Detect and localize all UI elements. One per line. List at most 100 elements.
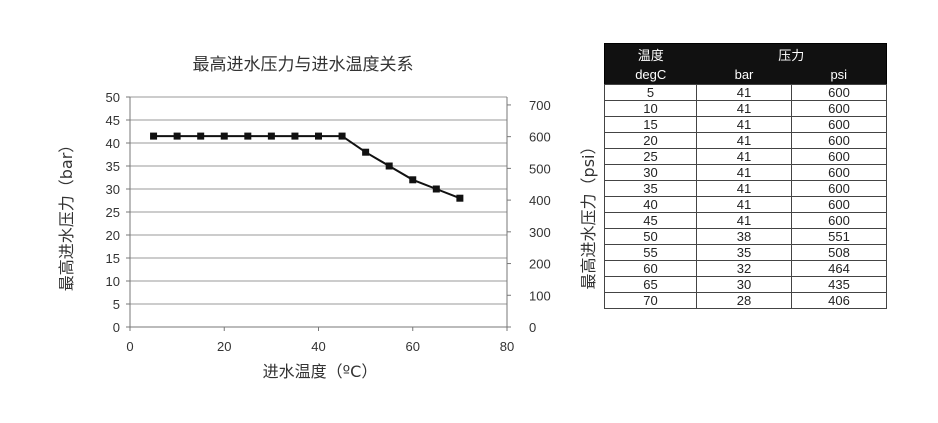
table-group-header-temperature: 温度 bbox=[604, 43, 697, 64]
table-cell-psi: 600 bbox=[790, 212, 888, 229]
table-row: 20 41 600 bbox=[604, 132, 888, 149]
table-cell-psi: 600 bbox=[790, 116, 888, 133]
data-point bbox=[244, 132, 252, 140]
y2-tick-label: 0 bbox=[529, 320, 536, 335]
table-cell-bar: 30 bbox=[696, 276, 792, 293]
table-group-header-pressure: 压力 bbox=[696, 43, 887, 64]
y2-tick-label: 200 bbox=[529, 257, 551, 272]
table-row: 55 35 508 bbox=[604, 244, 888, 261]
table-cell-bar: 38 bbox=[696, 228, 792, 245]
y-tick-label: 5 bbox=[113, 297, 120, 312]
table-cell-degc: 10 bbox=[604, 100, 697, 117]
data-point bbox=[197, 132, 205, 140]
y2-tick-label: 100 bbox=[529, 288, 551, 303]
table-row: 70 28 406 bbox=[604, 292, 888, 309]
x-axis-tick-labels: 0 20 40 60 80 bbox=[126, 339, 514, 354]
y-tick-label: 15 bbox=[106, 251, 120, 266]
y-tick-label: 35 bbox=[106, 159, 120, 174]
table-cell-psi: 406 bbox=[790, 292, 888, 309]
table-cell-degc: 15 bbox=[604, 116, 697, 133]
table-cell-bar: 41 bbox=[696, 196, 792, 213]
table-column-header-bar: bar bbox=[696, 64, 792, 85]
data-point bbox=[432, 185, 440, 193]
table-group-header-row: 温度 压力 bbox=[604, 43, 887, 64]
table-column-header-psi: psi bbox=[791, 64, 887, 85]
y2-tick-label: 300 bbox=[529, 225, 551, 240]
y-axis-label: 最高进水压力（bar） bbox=[57, 137, 76, 292]
chart-title: 最高进水压力与进水温度关系 bbox=[193, 55, 414, 75]
table-cell-degc: 70 bbox=[604, 292, 697, 309]
series-group bbox=[150, 132, 464, 202]
y2-tick-label: 400 bbox=[529, 193, 551, 208]
data-point bbox=[267, 132, 275, 140]
table-cell-bar: 41 bbox=[696, 100, 792, 117]
y-tick-label: 0 bbox=[113, 320, 120, 335]
y2-axis-label: 最高进水压力（psi） bbox=[579, 139, 598, 290]
y-tick-label: 25 bbox=[106, 205, 120, 220]
data-point bbox=[338, 132, 346, 140]
x-tick-label: 40 bbox=[311, 339, 325, 354]
table-cell-bar: 32 bbox=[696, 260, 792, 277]
table-cell-psi: 508 bbox=[790, 244, 888, 261]
data-point bbox=[385, 162, 393, 170]
table-cell-psi: 600 bbox=[790, 100, 888, 117]
pressure-data-table: 温度 压力 degC bar psi 5 41 600 10 41 600 15 41 600 2… bbox=[604, 43, 888, 309]
table-cell-degc: 35 bbox=[604, 180, 697, 197]
table-row: 60 32 464 bbox=[604, 260, 888, 277]
table-row: 30 41 600 bbox=[604, 164, 888, 181]
table-cell-bar: 35 bbox=[696, 244, 792, 261]
table-cell-degc: 60 bbox=[604, 260, 697, 277]
table-cell-degc: 20 bbox=[604, 132, 697, 149]
table-cell-degc: 25 bbox=[604, 148, 697, 165]
table-row: 5 41 600 bbox=[604, 84, 888, 101]
data-point bbox=[362, 148, 370, 156]
y-tick-label: 20 bbox=[106, 228, 120, 243]
y2-tick-label: 600 bbox=[529, 130, 551, 145]
table-cell-degc: 5 bbox=[604, 84, 697, 101]
data-point bbox=[315, 132, 322, 140]
y-tick-label: 50 bbox=[106, 90, 120, 105]
table-cell-psi: 600 bbox=[790, 180, 888, 197]
table-row: 40 41 600 bbox=[604, 196, 888, 213]
table-cell-degc: 55 bbox=[604, 244, 697, 261]
table-cell-bar: 41 bbox=[696, 164, 792, 181]
x-tick-label: 80 bbox=[500, 339, 514, 354]
table-row: 15 41 600 bbox=[604, 116, 888, 133]
y2-tick-label: 700 bbox=[529, 98, 551, 113]
x-tick-label: 60 bbox=[406, 339, 420, 354]
table-cell-bar: 41 bbox=[696, 212, 792, 229]
table-row: 45 41 600 bbox=[604, 212, 888, 229]
data-point bbox=[409, 176, 417, 184]
x-axis-label: 进水温度（ºC） bbox=[263, 362, 378, 381]
pressure-temperature-chart: 最高进水压力与进水温度关系 0 5 10 15 20 25 30 35 40 45 50 0 100 2… bbox=[57, 55, 598, 381]
y-tick-label: 30 bbox=[106, 182, 120, 197]
table-row: 35 41 600 bbox=[604, 180, 888, 197]
y-axis-tick-labels: 0 5 10 15 20 25 30 35 40 45 50 bbox=[106, 90, 120, 335]
table-cell-psi: 600 bbox=[790, 164, 888, 181]
table-row: 10 41 600 bbox=[604, 100, 888, 117]
table-cell-bar: 41 bbox=[696, 84, 792, 101]
chart-axes bbox=[126, 96, 511, 331]
series-line bbox=[153, 135, 461, 200]
table-cell-psi: 551 bbox=[790, 228, 888, 245]
x-tick-label: 0 bbox=[126, 339, 133, 354]
table-cell-bar: 41 bbox=[696, 180, 792, 197]
table-cell-psi: 600 bbox=[790, 132, 888, 149]
table-column-header-row: degC bar psi bbox=[604, 64, 887, 85]
table-cell-psi: 600 bbox=[790, 84, 888, 101]
table-row: 50 38 551 bbox=[604, 228, 888, 245]
data-point bbox=[173, 132, 181, 140]
table-cell-psi: 600 bbox=[790, 148, 888, 165]
x-tick-label: 20 bbox=[217, 339, 231, 354]
table-row: 65 30 435 bbox=[604, 276, 888, 293]
y2-axis-tick-labels: 0 100 200 300 400 500 600 700 bbox=[529, 98, 551, 335]
table-cell-degc: 50 bbox=[604, 228, 697, 245]
table-cell-degc: 45 bbox=[604, 212, 697, 229]
table-row: 25 41 600 bbox=[604, 148, 888, 165]
data-point bbox=[220, 132, 228, 140]
table-cell-psi: 435 bbox=[790, 276, 888, 293]
table-cell-psi: 464 bbox=[790, 260, 888, 277]
table-cell-bar: 41 bbox=[696, 148, 792, 165]
table-cell-psi: 600 bbox=[790, 196, 888, 213]
chart-grid bbox=[130, 96, 507, 305]
